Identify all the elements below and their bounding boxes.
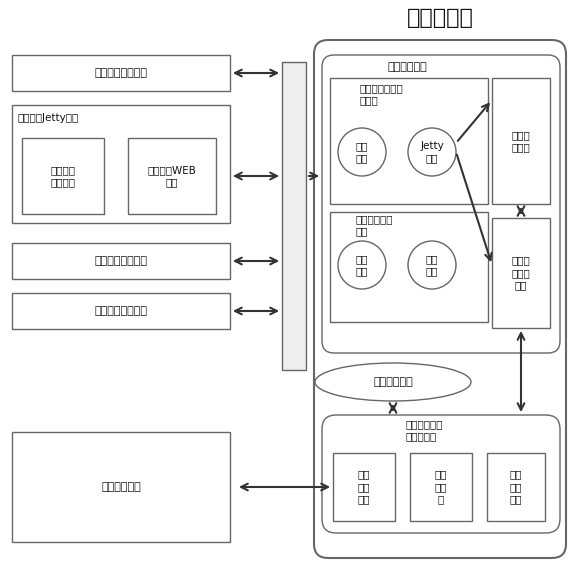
Text: 版本更
新启停
接口: 版本更 新启停 接口 (511, 256, 530, 290)
Text: 本地固定目录: 本地固定目录 (101, 482, 141, 492)
FancyBboxPatch shape (322, 55, 560, 353)
Bar (282, 62, 306, 370)
Text: 更新
程序
包: 更新 程序 包 (435, 470, 447, 504)
Text: 智能终端服务启
停接口: 智能终端服务启 停接口 (360, 83, 404, 105)
Text: 看门狗服务: 看门狗服务 (406, 8, 474, 28)
Bar (128, 138, 216, 214)
Text: 主站集中调度服务: 主站集中调度服务 (95, 306, 148, 316)
Text: 智能终端WEB
服务: 智能终端WEB 服务 (148, 165, 196, 187)
Bar (410, 453, 472, 521)
Text: Jetty
应用: Jetty 应用 (420, 141, 444, 163)
Text: 采集
应用: 采集 应用 (356, 141, 369, 163)
Bar (330, 212, 488, 322)
Bar (487, 453, 545, 521)
Bar (492, 78, 550, 204)
Bar (12, 432, 230, 542)
Bar (12, 55, 230, 91)
Text: 智能终端程序
包更新服务: 智能终端程序 包更新服务 (406, 419, 444, 441)
Text: 扫描
固定
目录: 扫描 固定 目录 (358, 470, 370, 504)
Circle shape (338, 241, 386, 289)
Bar (12, 293, 230, 329)
Bar (12, 105, 230, 223)
Text: 主站资源分配服务: 主站资源分配服务 (95, 256, 148, 266)
Text: 集中
调度: 集中 调度 (426, 254, 439, 276)
Bar (12, 243, 230, 279)
Text: 服务程序启停: 服务程序启停 (388, 62, 428, 72)
Circle shape (338, 128, 386, 176)
Circle shape (408, 241, 456, 289)
Bar (333, 453, 395, 521)
Text: 智能终端采集服务: 智能终端采集服务 (95, 68, 148, 78)
Text: 智能终端Jetty应用: 智能终端Jetty应用 (18, 113, 79, 123)
Text: 程序运行目录: 程序运行目录 (373, 377, 413, 387)
FancyBboxPatch shape (322, 415, 560, 533)
Bar (330, 78, 488, 204)
Text: 调用
启停
服务: 调用 启停 服务 (510, 470, 522, 504)
FancyBboxPatch shape (314, 40, 566, 558)
Bar (492, 218, 550, 328)
Bar (22, 138, 104, 214)
Ellipse shape (315, 363, 471, 401)
Text: 智能终端
接口服务: 智能终端 接口服务 (51, 165, 76, 187)
Text: 主站服务启停
接口: 主站服务启停 接口 (356, 214, 394, 236)
Text: 资源
分配: 资源 分配 (356, 254, 369, 276)
Circle shape (408, 128, 456, 176)
Text: 服务启
停核心: 服务启 停核心 (511, 130, 530, 152)
